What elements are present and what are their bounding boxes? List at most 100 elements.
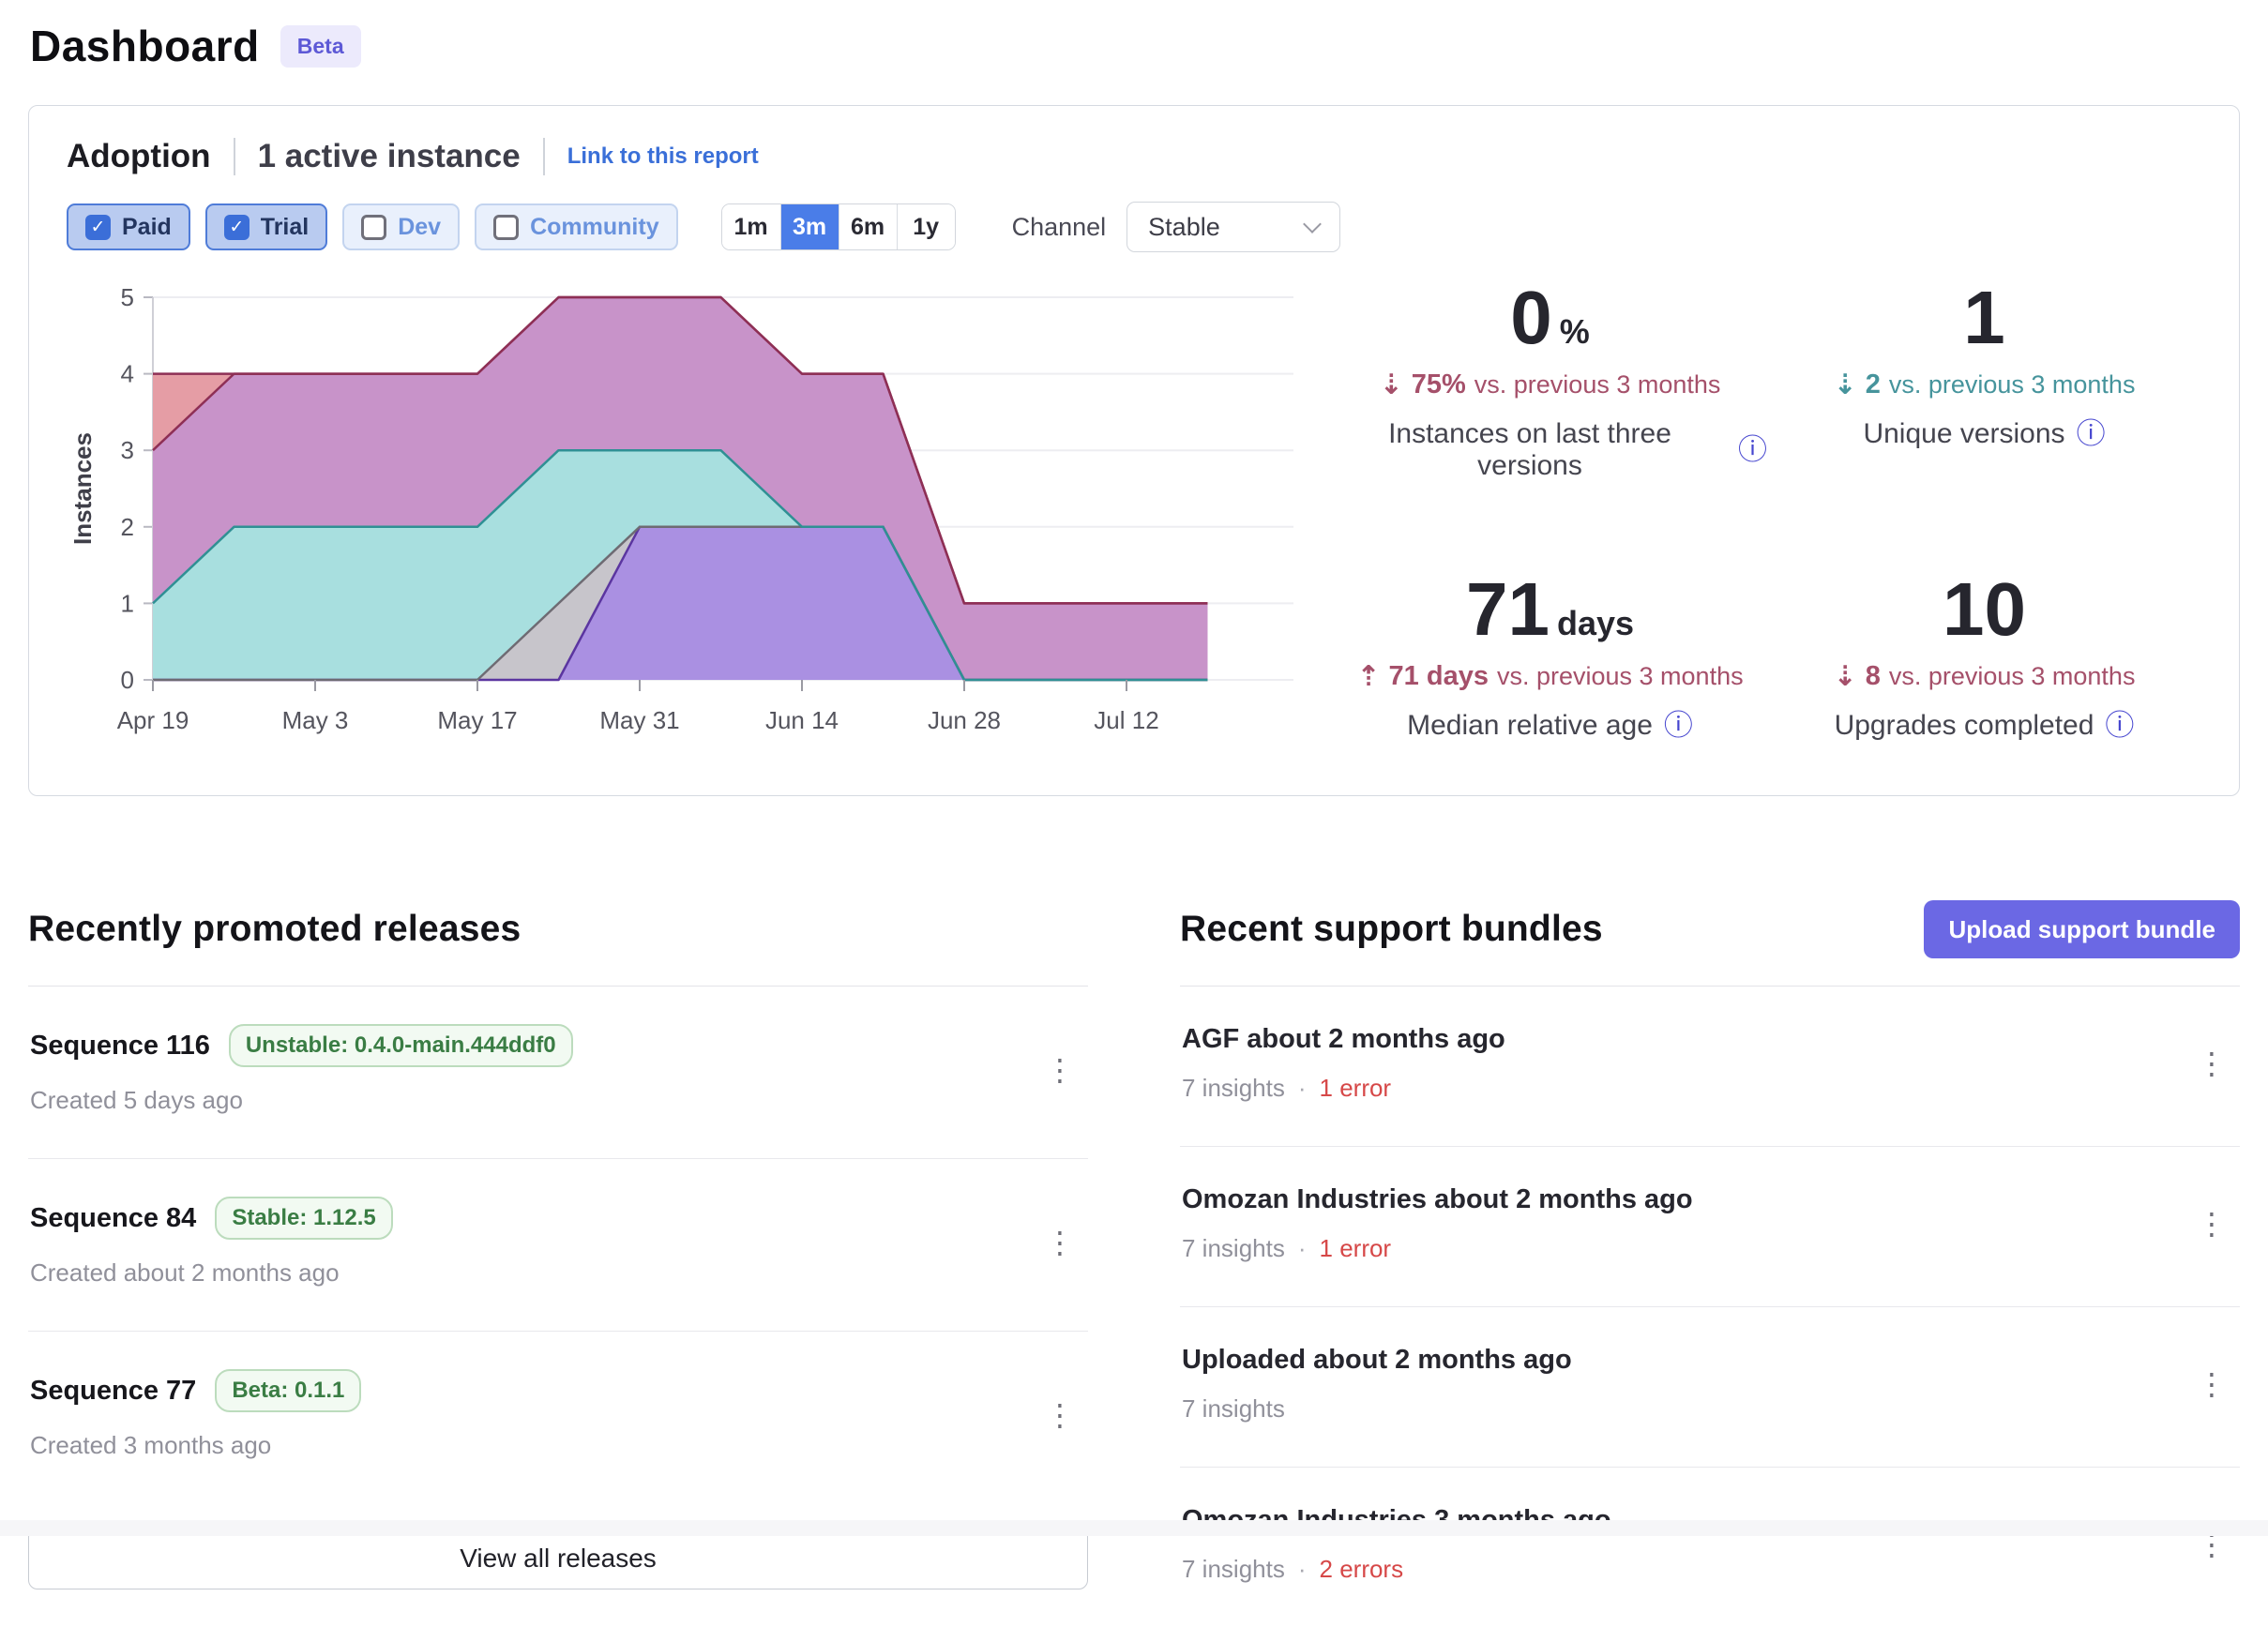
time-range-3m[interactable]: 3m [779,204,839,249]
support-bundle-row[interactable]: Omozan Industries about 2 months ago 7 in… [1180,1147,2240,1307]
stat-delta-suffix: vs. previous 3 months [1888,662,2136,690]
stat-value-unit: % [1559,312,1590,351]
filter-checkbox-community[interactable]: Community [475,203,678,250]
release-title: Sequence 77 [30,1375,197,1406]
stat-card: 0% ⇣ 75% vs. previous 3 months Instances on … [1333,280,1767,482]
support-bundles-heading: Recent support bundles [1180,909,1603,949]
filter-label: Trial [260,213,310,240]
kebab-menu-icon[interactable]: ⋮ [2197,1206,2227,1242]
bundle-row-main: Uploaded about 2 months ago 7 insights [1182,1345,1572,1424]
release-row[interactable]: Sequence 77 Beta: 0.1.1 Created 3 months a… [28,1332,1088,1503]
kebab-menu-icon[interactable]: ⋮ [1045,1224,1075,1260]
channel-label: Channel [1011,212,1107,241]
bundle-title: Omozan Industries about 2 months ago [1182,1184,1693,1214]
release-row-main: Sequence 116 Unstable: 0.4.0-main.444ddf0… [30,1024,573,1115]
support-bundles-header: Recent support bundles Upload support bu… [1180,899,2240,959]
bundle-meta: 7 insights · 1 error [1182,1074,1505,1103]
channel-control: Channel Stable [1012,202,1341,252]
stat-delta: ⇣ 2 vs. previous 3 months [1834,369,2136,401]
bundle-errors-count: 1 error [1319,1234,1392,1262]
kebab-menu-icon[interactable]: ⋮ [2197,1046,2227,1081]
bundle-title: Uploaded about 2 months ago [1182,1345,1572,1375]
divider [1180,986,2240,987]
filter-row: ✓ Paid ✓ Trial Dev Community 1m 3m 6m 1y Channel… [67,202,2201,252]
stat-label-text: Median relative age [1407,710,1653,741]
stat-card: 10 ⇣ 8 vs. previous 3 months Upgrades comple… [1767,572,2201,742]
release-created-text: Created 5 days ago [30,1086,243,1114]
info-icon[interactable]: ⓘ [1738,432,1767,467]
filter-label: Paid [122,213,172,240]
stat-value-unit: days [1556,604,1635,642]
filter-checkbox-trial[interactable]: ✓ Trial [204,203,328,250]
bundle-meta: 7 insights · 2 errors [1182,1555,1611,1584]
page-bottom-strip [0,1520,2268,1536]
kebab-menu-icon[interactable]: ⋮ [1045,1051,1075,1088]
page-title: Dashboard [30,22,260,70]
chevron-down-icon [1303,214,1323,234]
x-tick-label-Apr 19: Apr 19 [117,706,189,734]
bundle-meta: 7 insights · 1 error [1182,1234,1693,1263]
bundle-insights-count: 7 insights [1182,1555,1285,1583]
up-dashed-arrow-icon: ⇡ [1356,660,1381,693]
down-dashed-arrow-icon: ⇣ [1379,369,1403,401]
time-range-1m[interactable]: 1m [721,204,780,249]
stat-value: 0% [1510,280,1590,355]
bundle-row-main: Omozan Industries about 2 months ago 7 in… [1182,1184,1693,1263]
y-tick-label-1: 1 [121,589,134,617]
divider [28,986,1088,987]
bottom-sections: Recently promoted releases Sequence 116 U… [0,899,2268,1627]
release-version-badge: Beta: 0.1.1 [215,1369,362,1412]
release-created-text: Created about 2 months ago [30,1258,340,1287]
release-title: Sequence 116 [30,1030,210,1061]
stat-card: 1 ⇣ 2 vs. previous 3 months Unique versions ⓘ [1767,280,2201,482]
release-title-line: Sequence 116 Unstable: 0.4.0-main.444ddf0 [30,1024,573,1067]
line-version-3-teal [152,448,1208,682]
dot-separator: · [1297,1074,1307,1102]
support-bundle-row[interactable]: AGF about 2 months ago 7 insights · 1 error… [1180,987,2240,1147]
time-range-1y[interactable]: 1y [896,204,955,249]
release-title-line: Sequence 77 Beta: 0.1.1 [30,1369,362,1412]
y-tick-label-5: 5 [121,283,134,311]
kebab-menu-icon[interactable]: ⋮ [2197,1366,2227,1402]
x-tick-label-Jun 14: Jun 14 [765,706,839,734]
y-tick-label-0: 0 [121,666,134,694]
release-title: Sequence 84 [30,1202,197,1233]
bundle-insights-count: 7 insights [1182,1074,1285,1102]
line-version-5-red [153,295,1208,605]
info-icon[interactable]: ⓘ [2076,416,2106,451]
y-axis-title: Instances [68,432,97,545]
stat-delta: ⇣ 8 vs. previous 3 months [1834,660,2136,693]
kebab-menu-icon[interactable]: ⋮ [1045,1396,1075,1433]
bundle-meta: 7 insights [1182,1394,1572,1424]
y-tick-label-3: 3 [121,436,134,464]
stat-delta-value: 75% [1411,369,1466,399]
stat-delta-suffix: vs. previous 3 months [1496,662,1744,690]
stat-label-text: Instances on last three versions [1388,418,1671,481]
filter-checkbox-dev[interactable]: Dev [342,203,461,250]
view-all-releases-button[interactable]: View all releases [28,1528,1088,1589]
channel-select[interactable]: Stable [1126,202,1341,252]
info-icon[interactable]: ⓘ [1663,708,1693,743]
header-divider [233,138,235,175]
header-divider [542,138,545,175]
checkbox-checked-icon: ✓ [85,214,111,240]
time-range-group: 1m 3m 6m 1y [720,203,956,250]
channel-selected-value: Stable [1148,212,1220,241]
info-icon[interactable]: ⓘ [2105,708,2135,743]
release-row[interactable]: Sequence 116 Unstable: 0.4.0-main.444ddf0… [28,987,1088,1159]
link-to-report[interactable]: Link to this report [567,143,759,169]
filter-checkbox-paid[interactable]: ✓ Paid [67,203,190,250]
upload-support-bundle-button[interactable]: Upload support bundle [1924,900,2240,958]
stat-label: Upgrades completed ⓘ [1835,710,2135,742]
filter-label: Community [530,213,659,240]
release-row[interactable]: Sequence 84 Stable: 1.12.5 Created about 2… [28,1159,1088,1332]
active-instances-count: 1 active instance [257,138,521,174]
dot-separator: · [1297,1234,1307,1262]
release-list: Sequence 116 Unstable: 0.4.0-main.444ddf0… [28,987,1088,1503]
time-range-6m[interactable]: 6m [838,204,897,249]
down-dashed-arrow-icon: ⇣ [1833,660,1857,693]
beta-badge: Beta [280,24,361,68]
stat-value-number: 71 [1465,567,1550,651]
support-bundle-row[interactable]: Uploaded about 2 months ago 7 insights ⋮ [1180,1307,2240,1468]
